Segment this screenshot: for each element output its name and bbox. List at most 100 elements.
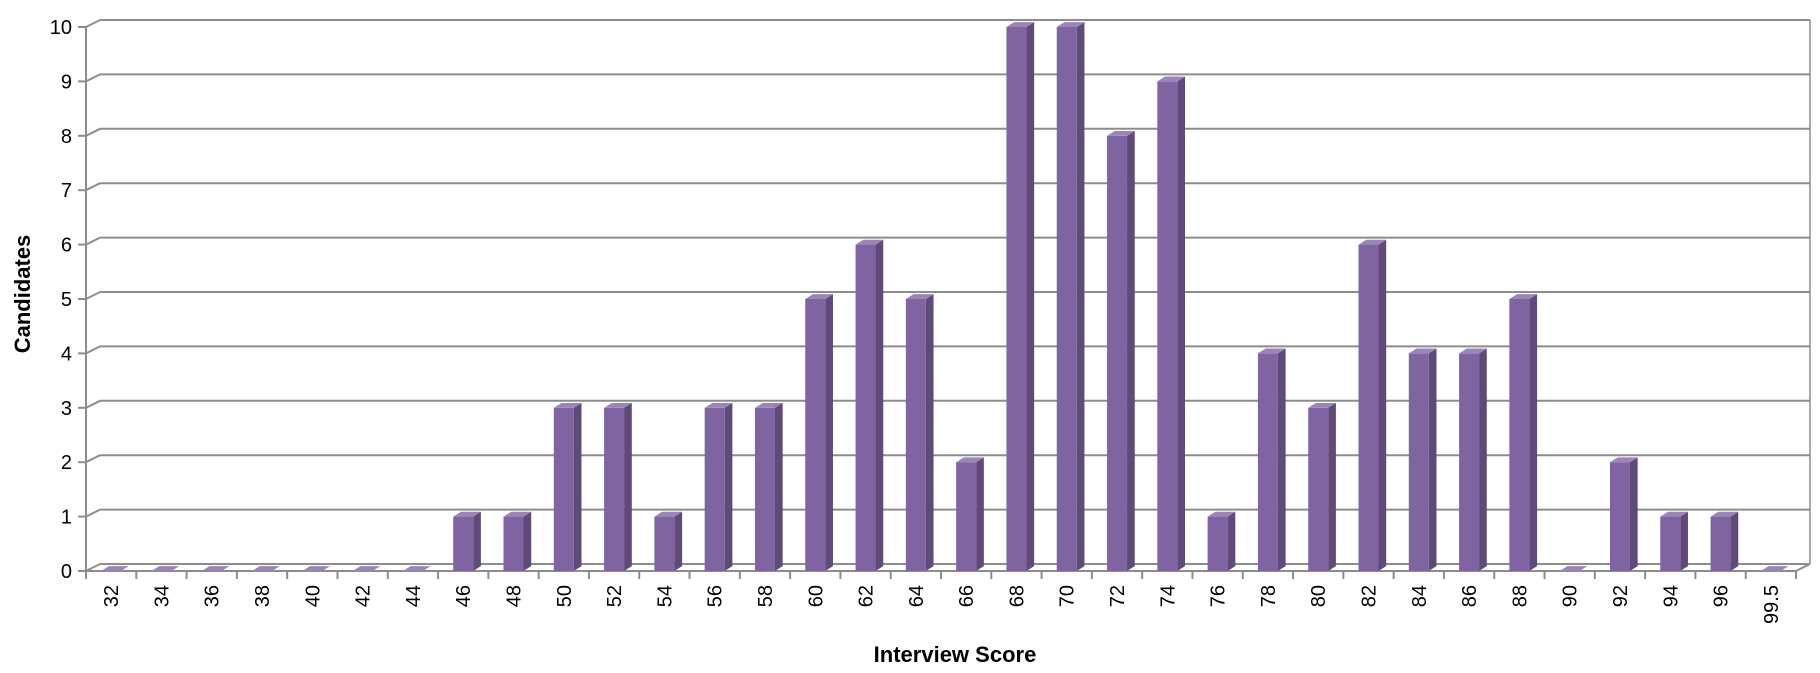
y-tick-labels: 0 1 2 3 4 5 6 7 8 9 10 [50, 17, 72, 583]
bar [1509, 294, 1538, 571]
bar-top [905, 294, 934, 299]
bar [1660, 511, 1688, 571]
bar [754, 402, 783, 571]
bar-top [1157, 76, 1186, 82]
bar-top [1509, 294, 1538, 299]
bar-front [805, 299, 826, 571]
bar-top [1107, 130, 1135, 136]
bar-top [604, 402, 632, 408]
y-tick-label: 2 [61, 452, 72, 474]
x-tick-label: 56 [705, 585, 727, 607]
bar-top [805, 294, 833, 299]
bar [402, 566, 431, 571]
x-tick-label: 92 [1610, 585, 1632, 607]
bar [1056, 22, 1085, 571]
bar [453, 511, 481, 571]
gridline-depth [85, 563, 101, 572]
bar-top [1408, 348, 1437, 354]
bar [252, 566, 280, 571]
x-tick-label: 64 [906, 585, 928, 607]
bar-side [1479, 348, 1487, 571]
x-axis-title: Interview Score [874, 642, 1037, 667]
bar-side [774, 402, 783, 571]
bar [101, 566, 129, 571]
bar-top [855, 239, 884, 245]
x-tick-label: 70 [1057, 585, 1079, 607]
bar-front [1157, 81, 1178, 572]
bar-top [402, 566, 431, 571]
x-tick-label: 72 [1107, 585, 1129, 607]
bar-front [704, 407, 725, 571]
bar-side [1378, 239, 1387, 571]
floor-edge [1795, 563, 1811, 572]
bar [905, 294, 934, 571]
bar-side [1328, 402, 1336, 571]
bar-side [1730, 511, 1739, 571]
gridline-depth [85, 73, 101, 83]
gridline-depth [85, 19, 101, 28]
x-tick-label: 82 [1359, 585, 1381, 607]
y-tick-label: 5 [61, 289, 72, 311]
x-tick-label: 96 [1711, 585, 1733, 607]
y-tick-label: 10 [50, 17, 72, 39]
bar [1207, 511, 1236, 571]
bar-side [1428, 348, 1437, 571]
bar [1609, 457, 1638, 571]
bar-front [855, 244, 876, 571]
bar-front [1308, 407, 1329, 571]
bar-top [1207, 511, 1236, 517]
gridline-depth [85, 454, 101, 464]
bar-top [1257, 348, 1286, 354]
y-tick-label: 1 [61, 507, 72, 529]
bar [1760, 566, 1789, 571]
bar-front [1006, 27, 1027, 571]
gridlines [78, 19, 1811, 579]
bar-side [1177, 76, 1186, 572]
x-tick-label: 36 [202, 585, 224, 607]
bar [503, 511, 532, 571]
y-axis-title: Candidates [10, 235, 35, 354]
gridline-depth [85, 399, 101, 409]
bar-front [453, 516, 474, 571]
y-tick-label: 7 [61, 180, 72, 202]
bar-front [1459, 353, 1480, 571]
bar-side [624, 402, 632, 571]
bar [956, 457, 984, 571]
bar-top [1308, 402, 1336, 408]
x-tick-label: 46 [453, 585, 475, 607]
bar-top [553, 402, 582, 408]
bar [654, 511, 683, 571]
bar [151, 566, 180, 571]
x-tick-label: 58 [755, 585, 777, 607]
x-tick-label: 78 [1258, 585, 1280, 607]
bar-side [674, 511, 683, 571]
x-tick-label: 90 [1560, 585, 1582, 607]
x-tick-label: 84 [1409, 585, 1431, 607]
bar-front [1207, 516, 1228, 571]
x-tick-labels: 32 34 36 38 40 42 44 46 48 50 52 54 56 58 60 62 64 66 68 70… [101, 585, 1783, 624]
y-tick-label: 4 [61, 343, 72, 365]
bar-top [654, 511, 683, 517]
bar [553, 402, 582, 571]
bar-side [825, 294, 833, 571]
bar [1308, 402, 1336, 571]
gridline-depth [85, 508, 101, 518]
bar [1408, 348, 1437, 571]
bar-front [503, 516, 524, 571]
x-tick-label: 66 [956, 585, 978, 607]
x-tick-label: 34 [151, 585, 173, 607]
y-tick-label: 3 [61, 398, 72, 420]
bar-side [875, 239, 884, 571]
bar-top [956, 457, 984, 463]
y-tick-label: 0 [61, 561, 72, 583]
x-tick-label: 32 [101, 585, 123, 607]
bar [604, 402, 632, 571]
bar [302, 566, 331, 571]
bar-top [302, 566, 331, 571]
bar-top [1760, 566, 1789, 571]
bar [1559, 566, 1588, 571]
bar-side [1277, 348, 1286, 571]
bar-front [1107, 135, 1128, 572]
